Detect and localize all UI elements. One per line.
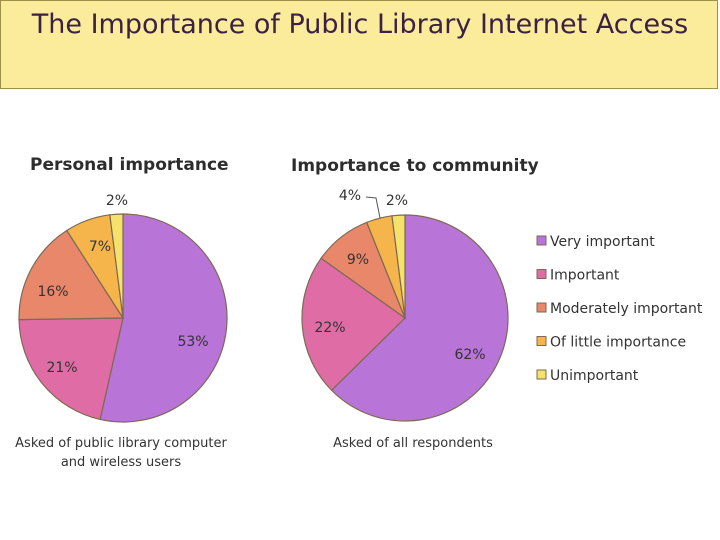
legend-label: Very important (550, 234, 655, 250)
data-label: 53% (177, 334, 208, 350)
legend-swatch (536, 235, 547, 246)
legend-label: Of little importance (550, 335, 686, 351)
data-label: 9% (347, 252, 369, 268)
legend-swatch (536, 369, 547, 380)
chart-note: Asked of all respondents (333, 436, 493, 451)
chart-note: Asked of public library computer (15, 436, 227, 451)
title-banner: The Importance of Public Library Interne… (0, 0, 718, 89)
chart-title: Importance to community (291, 156, 539, 176)
legend-label: Unimportant (550, 368, 639, 384)
data-label: 62% (454, 347, 485, 363)
legend-swatch (536, 336, 547, 346)
chart-note: and wireless users (61, 455, 182, 470)
data-label: 21% (46, 360, 77, 376)
data-label: 2% (386, 193, 408, 209)
pie-slice (109, 213, 124, 319)
data-label: 22% (314, 320, 345, 336)
leader-line (365, 196, 381, 219)
pie-chart-1: Personal importance 53% 21% 16% 7% 2% Asked of… (15, 155, 228, 470)
pie-slice (18, 229, 125, 321)
legend-swatch (536, 302, 547, 313)
pie-slice (99, 213, 228, 423)
data-label: 2% (106, 193, 128, 209)
pie-slice (18, 317, 124, 421)
chart-title: Personal importance (30, 155, 229, 175)
legend-label: Moderately important (550, 301, 703, 317)
pie-chart-2: Importance to community 62% 22% 9% 4% 2% Asked… (291, 156, 539, 451)
legend-label: Important (550, 268, 620, 284)
data-label: 7% (89, 239, 111, 255)
data-label: 16% (37, 284, 68, 300)
pie-slice (301, 257, 406, 392)
pie-slice (330, 214, 509, 422)
data-label: 4% (339, 188, 361, 204)
page-title: The Importance of Public Library Interne… (31, 9, 689, 40)
legend: Very important Important Moderately import… (536, 234, 703, 384)
legend-swatch (536, 269, 547, 279)
pie-slice (391, 214, 406, 319)
